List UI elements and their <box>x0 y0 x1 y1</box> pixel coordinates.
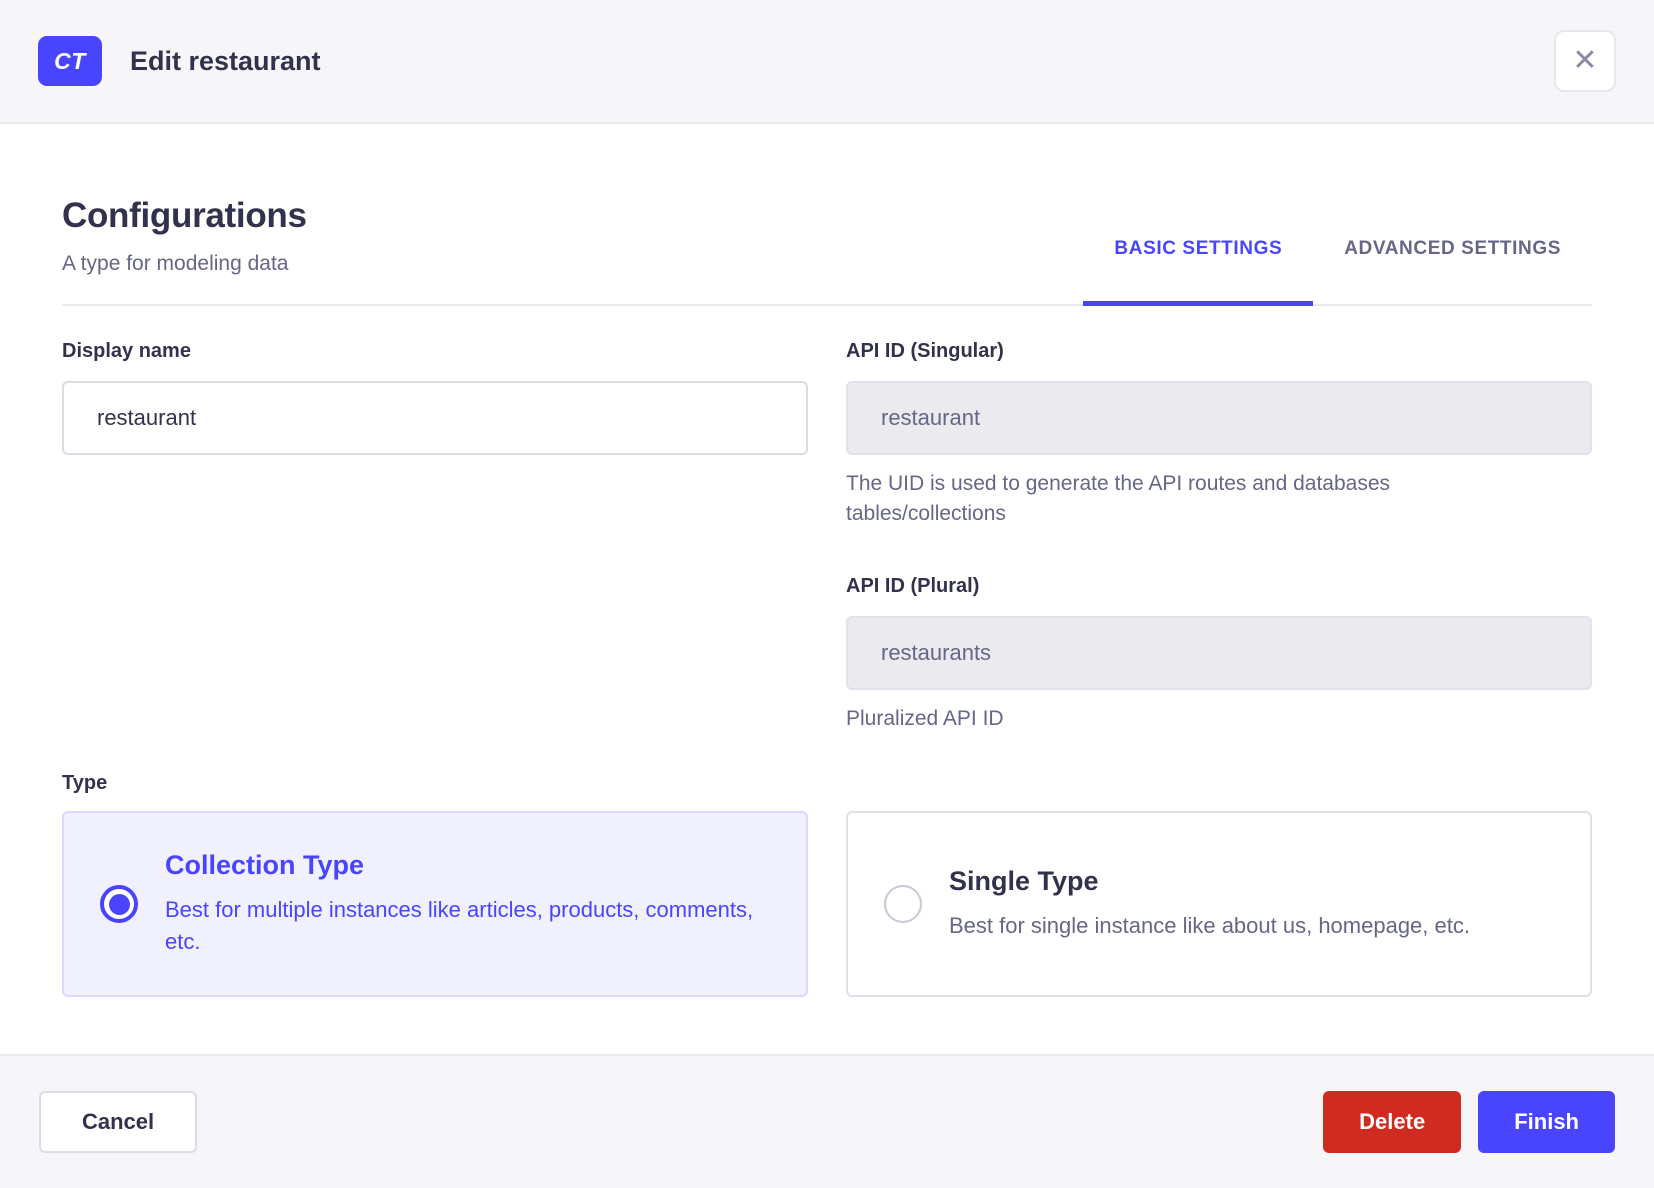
settings-tabs: BASIC SETTINGS ADVANCED SETTINGS <box>1083 238 1592 306</box>
finish-button[interactable]: Finish <box>1478 1091 1615 1153</box>
collection-type-text: Collection Type Best for multiple instan… <box>165 850 768 958</box>
api-id-singular-label: API ID (Singular) <box>846 340 1004 362</box>
form-column-left: Display name <box>62 340 808 455</box>
modal-title: Edit restaurant <box>130 45 321 76</box>
modal-footer: Cancel Delete Finish <box>0 1054 1654 1188</box>
form-column-right: API ID (Singular) The UID is used to gen… <box>846 340 1592 734</box>
form-grid: Display name API ID (Singular) The UID i… <box>62 340 1592 734</box>
api-id-singular-helper: The UID is used to generate the API rout… <box>846 472 1391 525</box>
section-header: Configurations A type for modeling data … <box>62 196 1592 306</box>
single-type-title: Single Type <box>949 866 1099 896</box>
type-cards: Collection Type Best for multiple instan… <box>62 811 1592 997</box>
content-type-badge: CT <box>38 36 102 86</box>
modal-header: CT Edit restaurant ✕ <box>0 0 1654 124</box>
api-id-plural-helper: Pluralized API ID <box>846 707 1004 730</box>
collection-type-card[interactable]: Collection Type Best for multiple instan… <box>62 811 808 997</box>
single-type-card[interactable]: Single Type Best for single instance lik… <box>846 811 1592 997</box>
collection-type-title: Collection Type <box>165 850 365 880</box>
cancel-button[interactable]: Cancel <box>39 1091 198 1153</box>
close-button[interactable]: ✕ <box>1554 30 1616 92</box>
tab-basic-settings[interactable]: BASIC SETTINGS <box>1083 238 1314 306</box>
close-icon: ✕ <box>1572 44 1598 77</box>
collection-type-description: Best for multiple instances like article… <box>165 897 754 954</box>
section-titles: Configurations A type for modeling data <box>62 196 307 304</box>
modal-header-left: CT Edit restaurant <box>38 36 321 86</box>
radio-selected-dot-icon <box>108 893 130 915</box>
api-id-singular-input <box>846 381 1592 455</box>
api-id-singular-field: API ID (Singular) The UID is used to gen… <box>846 340 1592 529</box>
single-type-radio[interactable] <box>884 885 922 923</box>
type-label: Type <box>62 772 108 794</box>
api-id-plural-input <box>846 616 1592 690</box>
api-id-plural-label: API ID (Plural) <box>846 575 980 597</box>
single-type-text: Single Type Best for single instance lik… <box>949 866 1470 942</box>
display-name-field: Display name <box>62 340 808 455</box>
tab-advanced-settings[interactable]: ADVANCED SETTINGS <box>1344 238 1561 259</box>
modal-body: Configurations A type for modeling data … <box>0 124 1654 1054</box>
collection-type-radio[interactable] <box>100 885 138 923</box>
section-title: Configurations <box>62 196 307 235</box>
section-subtitle: A type for modeling data <box>62 252 289 275</box>
single-type-description: Best for single instance like about us, … <box>949 913 1470 938</box>
delete-button[interactable]: Delete <box>1323 1091 1462 1153</box>
content-type-badge-label: CT <box>54 47 86 74</box>
api-id-plural-field: API ID (Plural) Pluralized API ID <box>846 575 1592 734</box>
display-name-input[interactable] <box>62 381 808 455</box>
footer-actions-right: Delete Finish <box>1323 1091 1615 1153</box>
display-name-label: Display name <box>62 340 191 362</box>
